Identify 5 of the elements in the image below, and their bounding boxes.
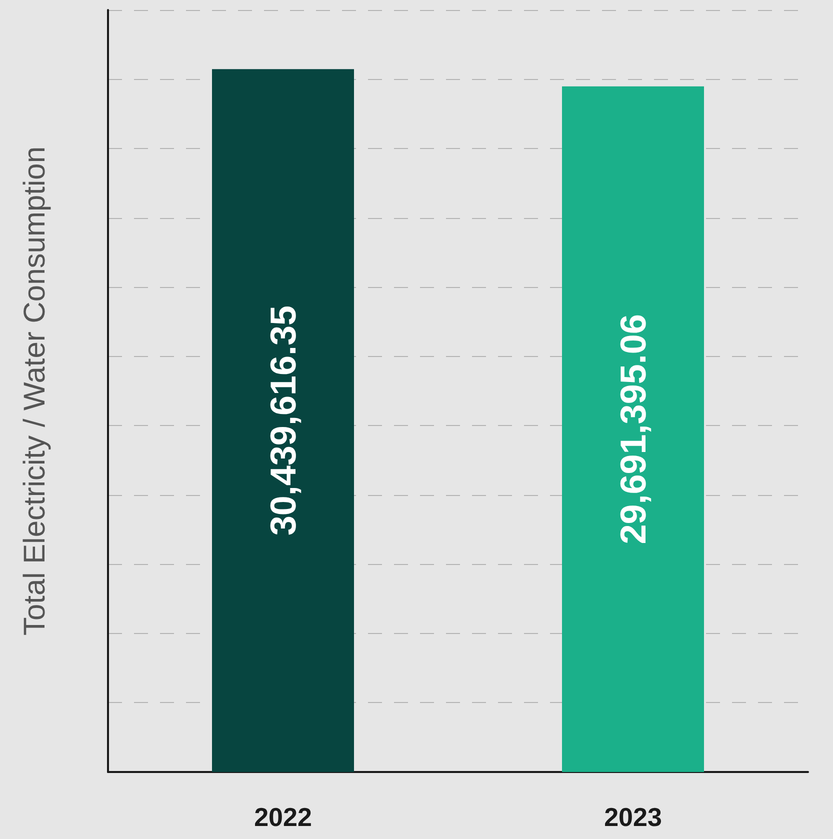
data-label: 30,439,616.35: [262, 305, 304, 536]
x-tick-label: 2023: [604, 802, 662, 832]
data-label: 29,691,395.06: [612, 314, 654, 544]
y-axis-title: Total Electricity / Water Consumption: [18, 146, 52, 636]
x-tick-label: 2022: [254, 802, 312, 832]
